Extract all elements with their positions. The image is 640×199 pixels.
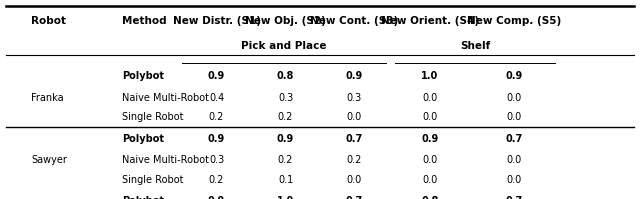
Text: 0.9: 0.9 (506, 71, 523, 81)
Text: 0.9: 0.9 (277, 134, 294, 144)
Text: 0.9: 0.9 (208, 134, 225, 144)
Text: 0.8: 0.8 (421, 196, 438, 199)
Text: 0.7: 0.7 (506, 134, 523, 144)
Text: Polybot: Polybot (122, 196, 164, 199)
Text: 0.2: 0.2 (278, 155, 293, 165)
Text: 0.7: 0.7 (346, 196, 363, 199)
Text: Polybot: Polybot (122, 71, 164, 81)
Text: 0.4: 0.4 (209, 93, 224, 103)
Text: 0.0: 0.0 (507, 155, 522, 165)
Text: New Obj. (S2): New Obj. (S2) (245, 16, 326, 26)
Text: Naive Multi-Robot: Naive Multi-Robot (122, 155, 209, 165)
Text: 1.0: 1.0 (277, 196, 294, 199)
Text: 0.0: 0.0 (507, 112, 522, 122)
Text: Method: Method (122, 16, 167, 26)
Text: 0.0: 0.0 (347, 175, 362, 185)
Text: 0.7: 0.7 (506, 196, 523, 199)
Text: 0.0: 0.0 (422, 93, 437, 103)
Text: 0.0: 0.0 (507, 93, 522, 103)
Text: 0.0: 0.0 (507, 175, 522, 185)
Text: 0.7: 0.7 (346, 134, 363, 144)
Text: Single Robot: Single Robot (122, 112, 184, 122)
Text: Shelf: Shelf (460, 41, 490, 51)
Text: 0.9: 0.9 (421, 134, 438, 144)
Text: 0.3: 0.3 (209, 155, 224, 165)
Text: 0.2: 0.2 (209, 175, 224, 185)
Text: New Distr. (S1): New Distr. (S1) (173, 16, 260, 26)
Text: 0.0: 0.0 (422, 112, 437, 122)
Text: Single Robot: Single Robot (122, 175, 184, 185)
Text: 0.9: 0.9 (346, 71, 363, 81)
Text: 0.0: 0.0 (422, 175, 437, 185)
Text: Polybot: Polybot (122, 134, 164, 144)
Text: Naive Multi-Robot: Naive Multi-Robot (122, 93, 209, 103)
Text: New Cont. (S3): New Cont. (S3) (310, 16, 399, 26)
Text: 0.3: 0.3 (347, 93, 362, 103)
Text: Franka: Franka (31, 93, 64, 103)
Text: New Orient. (S4): New Orient. (S4) (381, 16, 479, 26)
Text: 0.9: 0.9 (208, 196, 225, 199)
Text: Pick and Place: Pick and Place (241, 41, 326, 51)
Text: 0.8: 0.8 (277, 71, 294, 81)
Text: 0.0: 0.0 (422, 155, 437, 165)
Text: Robot: Robot (31, 16, 67, 26)
Text: New Comp. (S5): New Comp. (S5) (467, 16, 561, 26)
Text: Sawyer: Sawyer (31, 155, 67, 165)
Text: 0.2: 0.2 (209, 112, 224, 122)
Text: 0.2: 0.2 (347, 155, 362, 165)
Text: 0.1: 0.1 (278, 175, 293, 185)
Text: 0.2: 0.2 (278, 112, 293, 122)
Text: 0.0: 0.0 (347, 112, 362, 122)
Text: 1.0: 1.0 (421, 71, 438, 81)
Text: 0.9: 0.9 (208, 71, 225, 81)
Text: 0.3: 0.3 (278, 93, 293, 103)
